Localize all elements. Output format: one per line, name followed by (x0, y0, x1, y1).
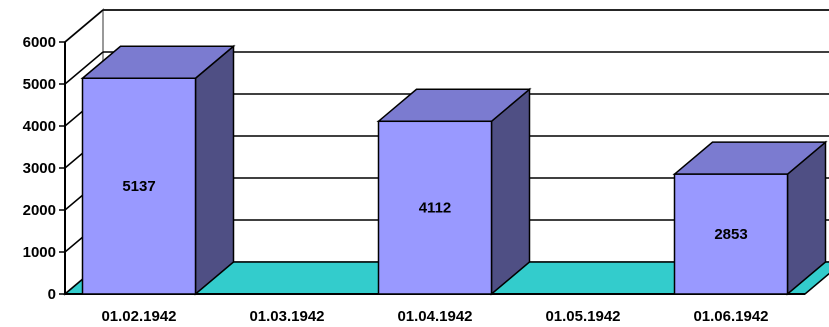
chart-bars (80, 44, 828, 296)
bar-side (194, 44, 235, 296)
chart-labels: 5137 01.02.1942 01.03.1942 4112 01.04.1942 01… (101, 178, 768, 325)
y-tick-label: 6000 (23, 34, 56, 51)
x-tick-label: 01.05.1942 (545, 308, 620, 325)
data-label: 2853 (714, 226, 747, 243)
x-tick-label: 01.04.1942 (397, 308, 472, 325)
y-tick-label: 2000 (23, 202, 56, 219)
bar-side (490, 87, 531, 296)
data-label: 4112 (419, 200, 452, 217)
gridline-side (64, 9, 104, 43)
y-tick-label: 4000 (23, 118, 56, 135)
bar (377, 120, 493, 295)
gridline-side (64, 51, 104, 85)
x-tick-label: 01.06.1942 (693, 308, 768, 325)
bar (81, 77, 197, 295)
y-tick-label: 3000 (23, 160, 56, 177)
x-tick-label: 01.02.1942 (101, 308, 176, 325)
data-label: 5137 (122, 178, 155, 195)
x-tick-label: 01.03.1942 (249, 308, 324, 325)
y-tick-label: 1000 (23, 244, 56, 261)
y-tick-label: 0 (48, 286, 56, 303)
y-tick-label: 5000 (23, 76, 56, 93)
bar (673, 173, 789, 295)
